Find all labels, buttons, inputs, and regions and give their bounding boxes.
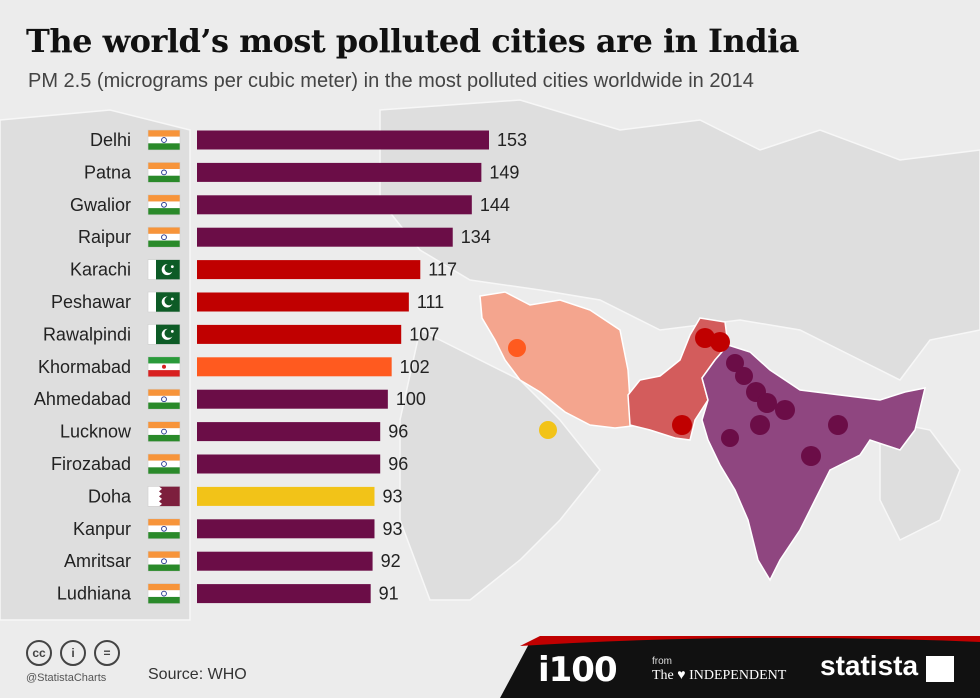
- cc-icon: cc: [26, 640, 52, 666]
- nd-icon: =: [94, 640, 120, 666]
- value-label: 149: [489, 162, 519, 182]
- value-label: 111: [417, 292, 444, 312]
- value-label: 92: [381, 551, 401, 571]
- bar-raipur: [197, 227, 453, 247]
- value-label: 93: [382, 486, 402, 506]
- value-label: 102: [400, 357, 430, 377]
- flag-india-icon: [147, 421, 181, 442]
- value-label: 96: [388, 454, 408, 474]
- flag-pakistan-icon: [147, 291, 181, 313]
- value-label: 91: [379, 584, 399, 604]
- statista-handle: @StatistaCharts: [26, 672, 107, 684]
- footer-band: [500, 636, 980, 698]
- city-label: Delhi: [90, 130, 131, 150]
- chart-subtitle: PM 2.5 (micrograms per cubic meter) in t…: [28, 70, 754, 92]
- source-note: Source: WHO: [148, 666, 247, 683]
- value-label: 134: [461, 227, 491, 247]
- statista-logo: statista: [820, 650, 919, 681]
- city-label: Khormabad: [38, 357, 131, 377]
- bar-ludhiana: [197, 584, 371, 604]
- city-label: Ludhiana: [57, 584, 132, 604]
- city-label: Peshawar: [51, 292, 131, 312]
- bar-kanpur: [197, 519, 375, 539]
- flag-pakistan-icon: [147, 259, 181, 280]
- city-label: Karachi: [70, 260, 131, 280]
- value-label: 144: [480, 195, 510, 215]
- i100-logo: i100: [538, 650, 618, 690]
- flag-pakistan-icon: [147, 324, 181, 345]
- bar-peshawar: [197, 292, 409, 312]
- city-label: Ahmedabad: [34, 389, 131, 409]
- flag-india-icon: [147, 194, 181, 216]
- flag-india-icon: [147, 583, 181, 604]
- bar-patna: [197, 162, 482, 182]
- bar-karachi: [197, 260, 421, 280]
- city-label: Rawalpindi: [43, 324, 131, 344]
- value-label: 117: [428, 260, 457, 280]
- bar-amritsar: [197, 551, 373, 571]
- city-label: Kanpur: [73, 519, 131, 539]
- value-label: 100: [396, 389, 426, 409]
- city-label: Patna: [84, 162, 132, 182]
- city-label: Gwalior: [70, 195, 131, 215]
- flag-india-icon: [147, 388, 181, 410]
- flag-india-icon: [147, 162, 181, 183]
- flag-india-icon: [147, 129, 181, 151]
- value-label: 153: [497, 130, 527, 150]
- flag-iran-icon: [147, 356, 181, 378]
- value-label: 107: [409, 324, 439, 344]
- value-label: 96: [388, 422, 408, 442]
- by-icon: i: [60, 640, 86, 666]
- bar-rawalpindi: [197, 324, 402, 344]
- bar-khormabad: [197, 357, 392, 377]
- bar-firozabad: [197, 454, 381, 474]
- flag-india-icon: [147, 226, 181, 248]
- bar-lucknow: [197, 422, 381, 442]
- bar-delhi: [197, 130, 489, 150]
- value-label: 93: [382, 519, 402, 539]
- flag-qatar-icon: [147, 486, 181, 507]
- independent-logo: The ♥ INDEPENDENT: [652, 668, 787, 683]
- bar-ahmedabad: [197, 389, 388, 409]
- city-label: Doha: [88, 486, 132, 506]
- bar-doha: [197, 486, 375, 506]
- flag-india-icon: [147, 550, 181, 572]
- city-label: Firozabad: [51, 454, 131, 474]
- city-label: Amritsar: [64, 551, 131, 571]
- statista-icon: [926, 656, 954, 682]
- flag-india-icon: [147, 518, 181, 540]
- bar-gwalior: [197, 195, 472, 215]
- flag-india-icon: [147, 453, 181, 475]
- chart-title: The world’s most polluted cities are in …: [26, 22, 800, 60]
- from-label: from: [652, 656, 672, 667]
- city-label: Raipur: [78, 227, 131, 247]
- city-label: Lucknow: [60, 422, 132, 442]
